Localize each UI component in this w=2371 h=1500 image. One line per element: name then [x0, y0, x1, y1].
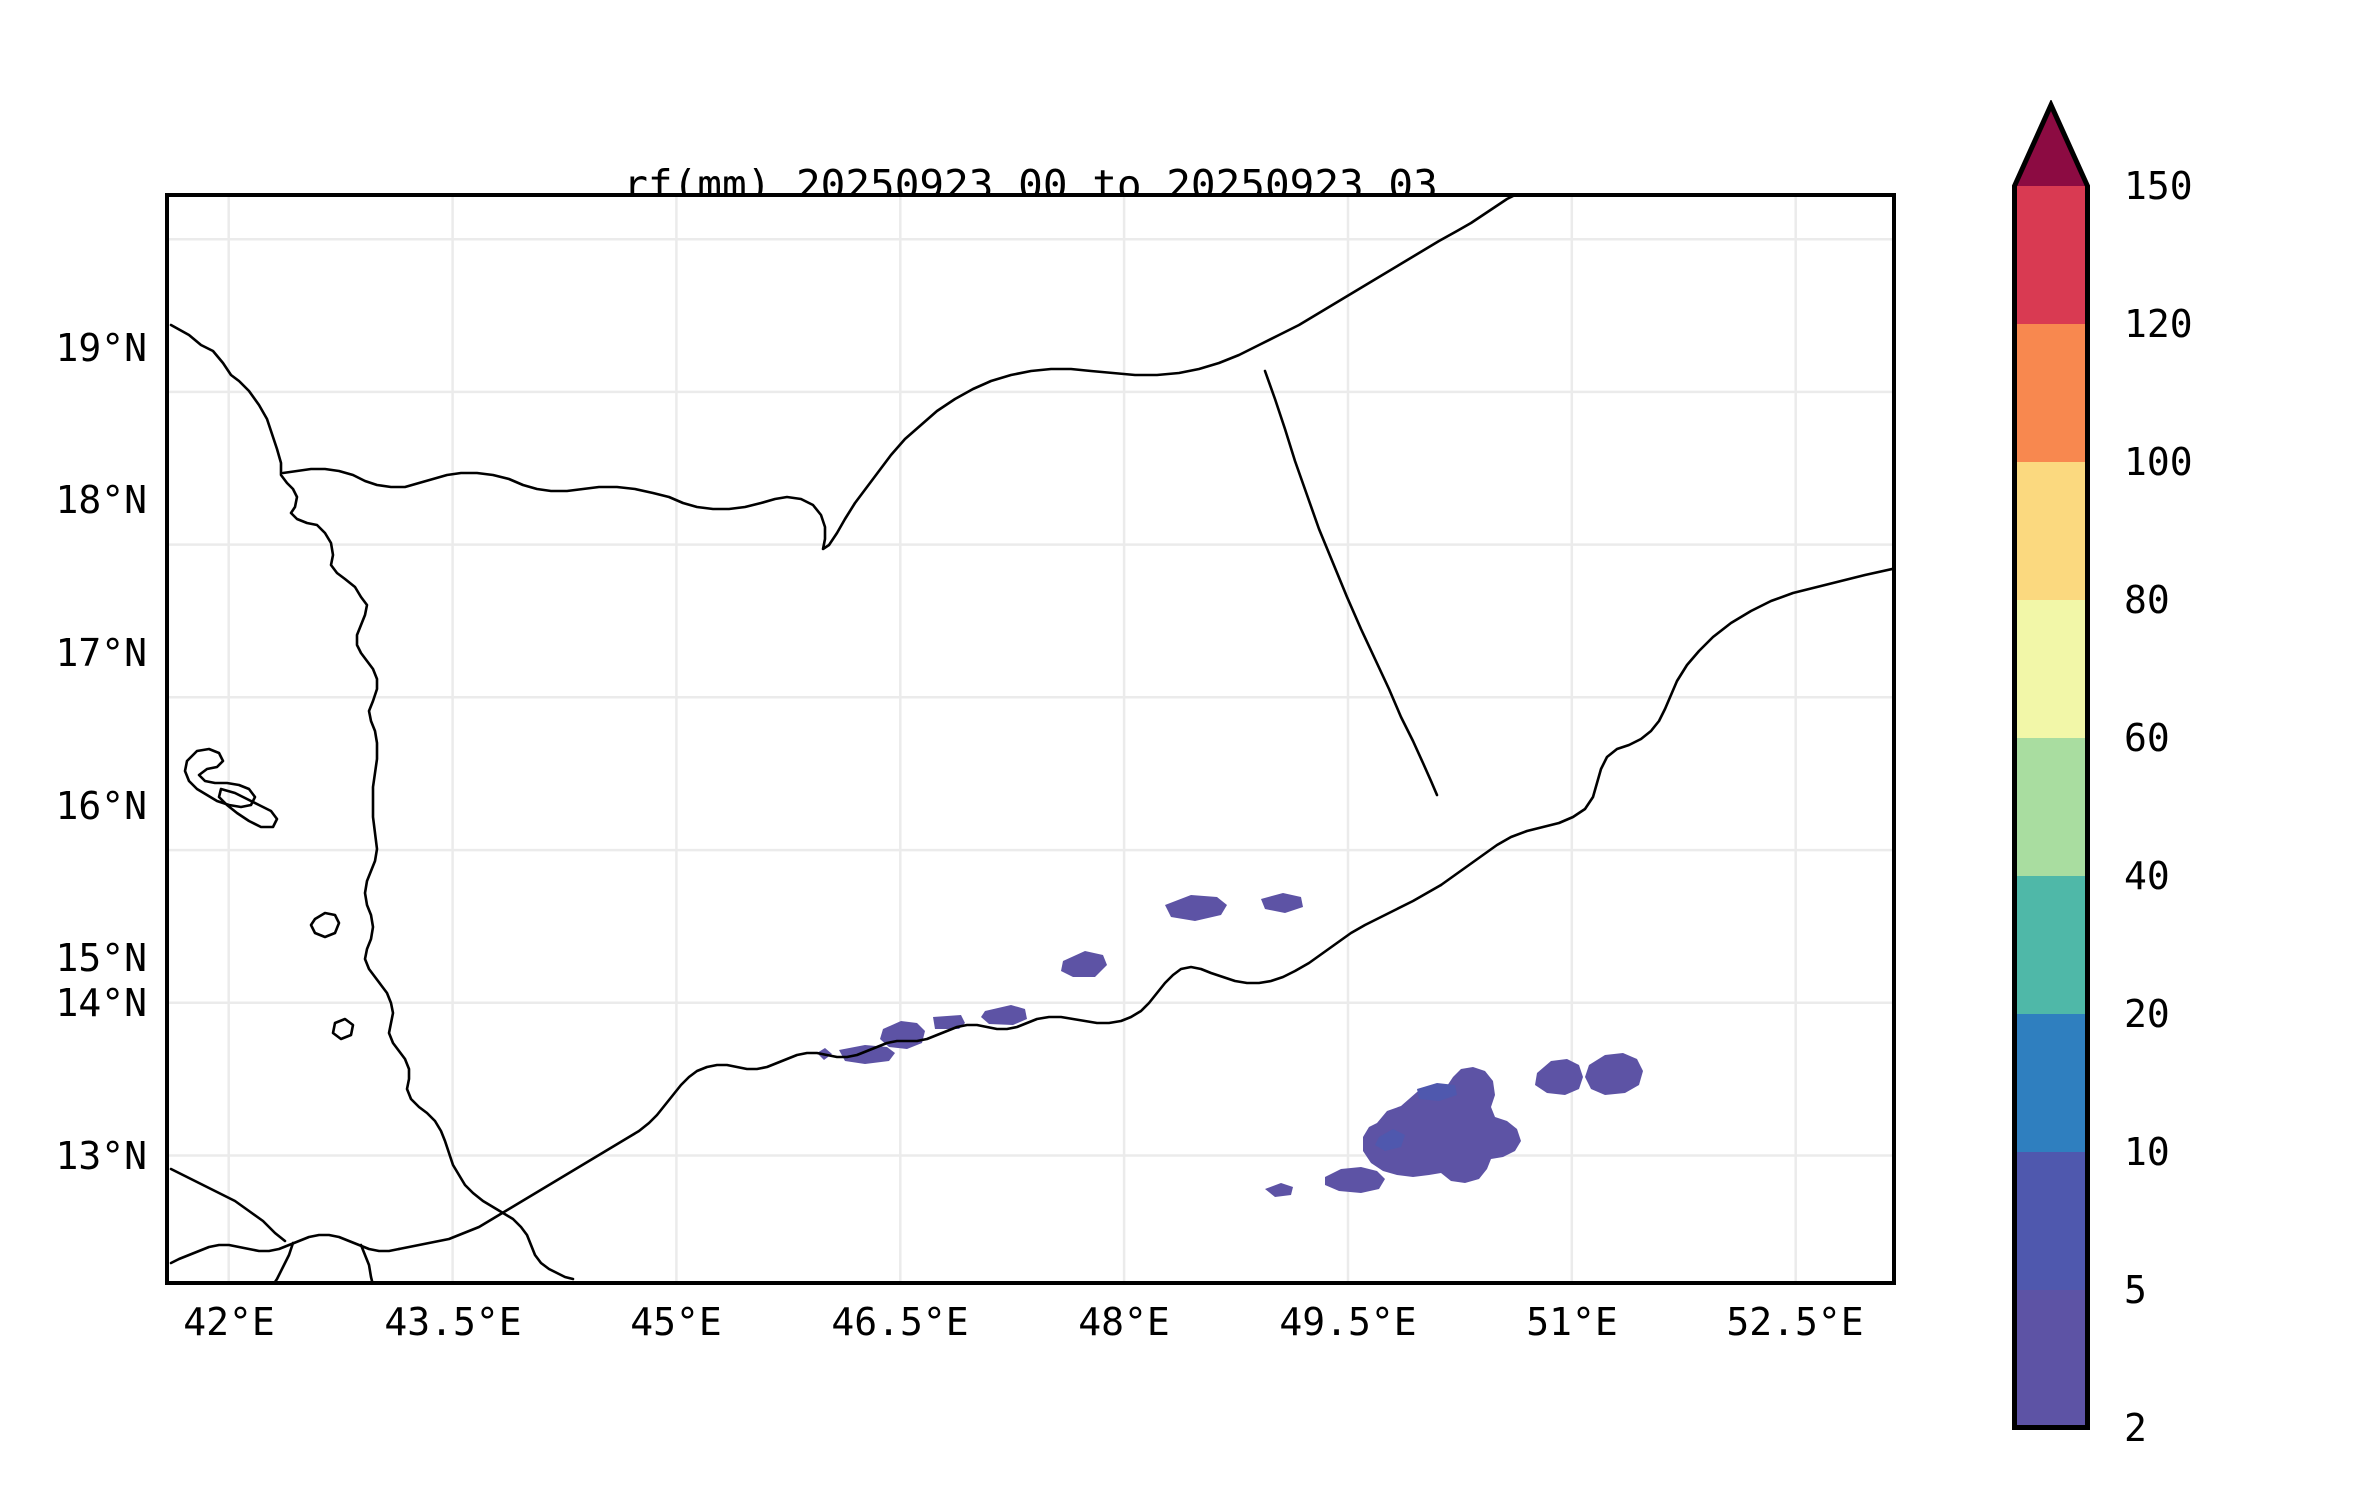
colorbar-band-10-20	[2012, 1014, 2090, 1152]
xtick-label-51e: 51°E	[1526, 1300, 1618, 1344]
colorbar-tick-5: 5	[2124, 1268, 2147, 1312]
triangle-up-icon	[2012, 104, 2090, 186]
colorbar-vector-layer	[2012, 100, 2090, 1430]
xtick-label-46-5e: 46.5°E	[831, 1300, 969, 1344]
xtick-label-43-5e: 43.5°E	[384, 1300, 522, 1344]
colorbar-tick-80: 80	[2124, 578, 2170, 622]
colorbar-band-80-100	[2012, 462, 2090, 600]
colorbar-tick-10: 10	[2124, 1130, 2170, 1174]
map-plot-area	[165, 193, 1896, 1285]
gridlines	[169, 197, 1892, 1281]
rainfall-contour-band-5-10	[1375, 1083, 1457, 1151]
colorbar-band-5-10	[2012, 1152, 2090, 1290]
colorbar-bands	[2012, 104, 2090, 1430]
xtick-label-48e: 48°E	[1078, 1300, 1170, 1344]
ytick-label-17n: 17°N	[55, 631, 147, 675]
ytick-label-13n: 13°N	[55, 1134, 147, 1178]
colorbar-band-40-60	[2012, 738, 2090, 876]
colorbar-band-20-40	[2012, 876, 2090, 1014]
colorbar-outline	[2012, 100, 2090, 1430]
colorbar-tick-150: 150	[2124, 164, 2193, 208]
ytick-label-19n: 19°N	[55, 326, 147, 370]
colorbar-tick-60: 60	[2124, 716, 2170, 760]
colorbar-band-60-80	[2012, 600, 2090, 738]
colorbar-band-120-150	[2012, 186, 2090, 324]
colorbar-tick-2: 2	[2124, 1406, 2147, 1450]
ytick-label-15n: 15°N	[55, 936, 147, 980]
xtick-label-42e: 42°E	[183, 1300, 275, 1344]
colorbar-band-100-120	[2012, 324, 2090, 462]
rainfall-contour-band-2-5	[817, 893, 1643, 1197]
coastlines-and-borders	[169, 197, 1892, 1281]
colorbar-tick-40: 40	[2124, 854, 2170, 898]
colorbar-tick-100: 100	[2124, 440, 2193, 484]
ytick-label-16n: 16°N	[55, 784, 147, 828]
colorbar-tick-20: 20	[2124, 992, 2170, 1036]
map-vector-layer	[169, 197, 1892, 1281]
ytick-label-14n: 14°N	[55, 981, 147, 1025]
xtick-label-45e: 45°E	[630, 1300, 722, 1344]
colorbar-tick-120: 120	[2124, 302, 2193, 346]
colorbar-band-2-5	[2012, 1290, 2090, 1430]
colorbar	[2012, 100, 2090, 1430]
xtick-label-49-5e: 49.5°E	[1279, 1300, 1417, 1344]
ytick-label-18n: 18°N	[55, 478, 147, 522]
xtick-label-52-5e: 52.5°E	[1726, 1300, 1864, 1344]
